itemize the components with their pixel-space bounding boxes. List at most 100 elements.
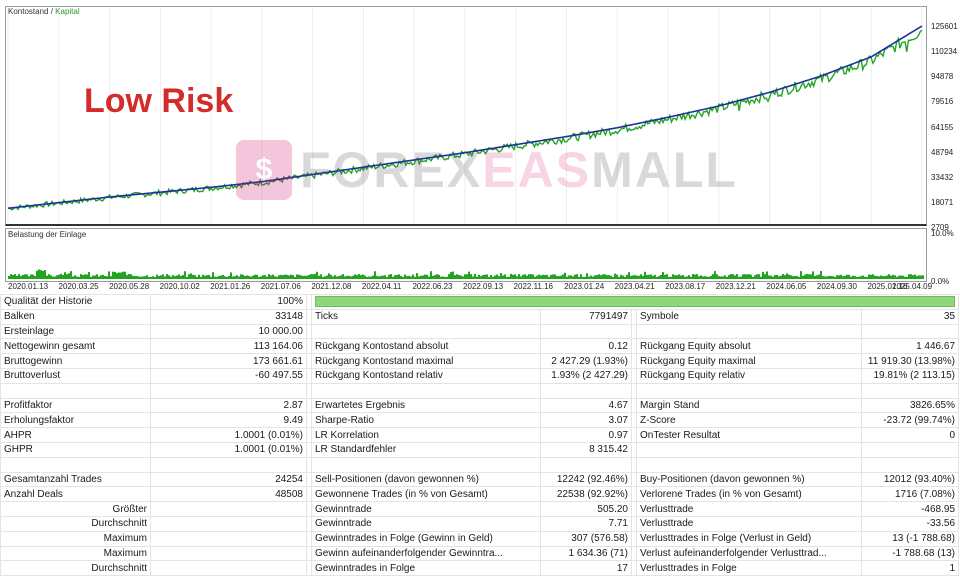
- load-bar: [62, 274, 64, 279]
- load-bar: [860, 276, 862, 279]
- mid-label: [311, 456, 541, 473]
- load-bar: [428, 276, 430, 279]
- mid-label: Erwartetes Ergebnis: [311, 397, 541, 414]
- load-bar: [564, 272, 566, 279]
- load-bar: [118, 272, 120, 279]
- load-bar: [66, 274, 68, 279]
- load-bar: [162, 274, 164, 279]
- load-bar: [530, 274, 532, 279]
- load-bar: [854, 276, 856, 279]
- load-bar: [650, 274, 652, 279]
- load-bar: [848, 274, 850, 279]
- load-bar: [378, 276, 380, 279]
- load-bar: [392, 276, 394, 279]
- load-bar: [230, 272, 232, 279]
- load-bar: [712, 274, 714, 279]
- load-bar: [336, 276, 338, 279]
- load-bar: [396, 274, 398, 279]
- load-bar: [436, 274, 438, 279]
- load-bar: [676, 275, 678, 279]
- load-bar: [70, 271, 72, 279]
- report-row: Maximum Gewinn aufeinanderfolgender Gewin…: [0, 545, 960, 562]
- load-bar: [458, 275, 460, 279]
- load-bar: [324, 276, 326, 279]
- load-bar: [12, 275, 14, 279]
- row-label: Größter: [0, 501, 151, 517]
- load-bar: [178, 274, 180, 279]
- report-row: GHPR 1.0001 (0.01%) LR Standardfehler 8 315…: [0, 441, 960, 458]
- load-bar: [240, 274, 242, 279]
- load-bar: [526, 275, 528, 279]
- load-bar: [538, 274, 540, 279]
- chart-legend: Kontostand / Kapital: [8, 7, 80, 16]
- y-tick-label: 110234: [931, 47, 958, 56]
- load-bar: [602, 274, 604, 279]
- load-bar: [840, 274, 842, 279]
- row-label: Erholungsfaktor: [0, 412, 151, 429]
- load-bar: [748, 274, 750, 279]
- load-bar: [142, 276, 144, 279]
- load-bar: [760, 276, 762, 279]
- load-bar: [294, 276, 296, 279]
- x-tick-label: 2021.07.06: [260, 282, 301, 291]
- row-label: Maximum: [0, 545, 151, 562]
- load-bar: [236, 275, 238, 279]
- load-bar: [110, 276, 112, 279]
- row-value: 173 661.61: [150, 353, 307, 369]
- load-bar: [164, 276, 166, 279]
- load-bar: [262, 275, 264, 279]
- load-bar: [816, 275, 818, 279]
- load-bar: [426, 274, 428, 279]
- load-bar: [612, 276, 614, 279]
- load-bar: [86, 274, 88, 279]
- load-bar: [422, 275, 424, 279]
- load-bar: [302, 275, 304, 279]
- load-bar: [590, 275, 592, 279]
- load-bar: [644, 271, 646, 279]
- load-bar: [430, 271, 432, 279]
- load-bar: [376, 275, 378, 279]
- load-bar: [520, 276, 522, 279]
- load-bar: [160, 275, 162, 279]
- load-bar: [156, 274, 158, 279]
- legend-separator: /: [48, 7, 56, 16]
- row-label: Bruttoverlust: [0, 367, 151, 384]
- load-bar: [298, 274, 300, 279]
- right-label: Verlusttrades in Folge: [636, 560, 862, 577]
- mid-label: Gewinntrades in Folge (Gewinn in Geld): [311, 530, 541, 547]
- load-bar: [184, 271, 186, 279]
- load-bar: [276, 276, 278, 279]
- load-bar: [836, 275, 838, 279]
- x-tick-label: 2022.04.11: [361, 282, 402, 291]
- row-value: 10 000.00: [150, 323, 307, 340]
- mid-value: 2 427.29 (1.93%): [540, 353, 632, 369]
- right-value: -1 788.68 (13): [860, 545, 960, 562]
- load-bar: [144, 276, 146, 279]
- mid-value: 4.67: [540, 397, 632, 414]
- load-bar: [718, 276, 720, 279]
- load-bar: [498, 276, 500, 279]
- row-label: Profitfaktor: [0, 397, 151, 414]
- load-bar: [810, 274, 812, 279]
- load-bar: [116, 273, 118, 279]
- load-bar: [346, 275, 348, 279]
- load-bar: [772, 276, 774, 279]
- load-bar: [478, 274, 480, 279]
- load-bar: [580, 274, 582, 279]
- mid-label: Gewinntrade: [311, 515, 541, 532]
- mid-value: [540, 456, 632, 473]
- mid-label: Gewinn aufeinanderfolgender Gewinntra...: [311, 545, 541, 562]
- load-bar: [192, 274, 194, 279]
- load-bar: [872, 274, 874, 279]
- load-bar: [474, 273, 476, 279]
- load-bar: [916, 276, 918, 279]
- load-bar: [770, 275, 772, 279]
- load-bar: [550, 274, 552, 279]
- load-bar: [842, 276, 844, 279]
- load-bar: [126, 275, 128, 279]
- load-bar: [206, 275, 208, 279]
- right-value: 0: [860, 427, 960, 443]
- load-bar: [180, 276, 182, 279]
- right-value: 13 (-1 788.68): [860, 530, 960, 547]
- load-bar: [588, 276, 590, 279]
